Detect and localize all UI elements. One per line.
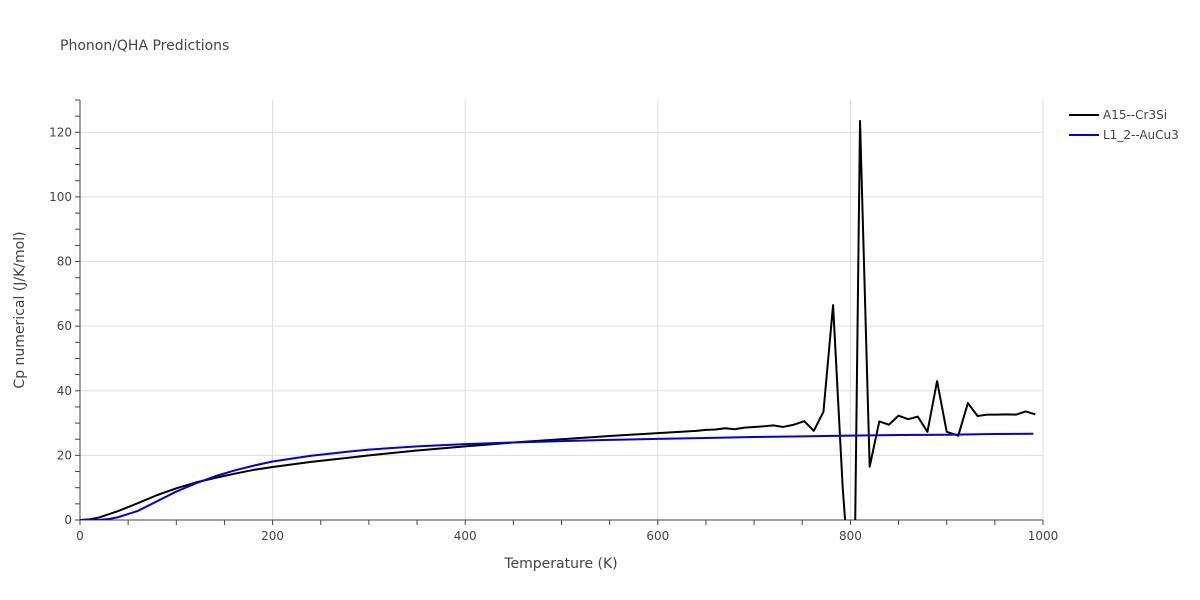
x-tick-label: 1000 — [1028, 529, 1059, 543]
y-axis-title: Cp numerical (J/K/mol) — [12, 231, 28, 388]
y-tick-label: 120 — [49, 125, 72, 139]
legend-item-0[interactable]: A15--Cr3Si — [1069, 108, 1167, 122]
x-tick-label: 0 — [76, 529, 84, 543]
x-tick-label: 800 — [839, 529, 862, 543]
plot-area — [80, 120, 1036, 520]
legend[interactable]: A15--Cr3Si L1_2--AuCu3 — [1069, 108, 1179, 142]
legend-item-1[interactable]: L1_2--AuCu3 — [1069, 128, 1179, 142]
x-tick-label: 600 — [646, 529, 669, 543]
y-tick-label: 0 — [64, 513, 72, 527]
x-tick-label: 400 — [454, 529, 477, 543]
legend-label: L1_2--AuCu3 — [1103, 128, 1179, 142]
series-line-1 — [80, 432, 1034, 520]
chart-title: Phonon/QHA Predictions — [60, 38, 229, 54]
y-tick-label: 60 — [57, 319, 72, 333]
legend-label: A15--Cr3Si — [1103, 108, 1167, 122]
x-tick-label: 200 — [261, 529, 284, 543]
y-tick-label: 80 — [57, 255, 72, 269]
y-tick-label: 20 — [57, 448, 72, 462]
series-line-0 — [80, 120, 1036, 520]
grid-lines — [80, 100, 1044, 520]
y-tick-label: 40 — [57, 384, 72, 398]
axes: 0 200 400 600 800 1000 0 20 40 60 80 100 120 — [49, 99, 1059, 543]
y-tick-label: 100 — [49, 190, 72, 204]
x-axis-title: Temperature (K) — [503, 556, 617, 572]
